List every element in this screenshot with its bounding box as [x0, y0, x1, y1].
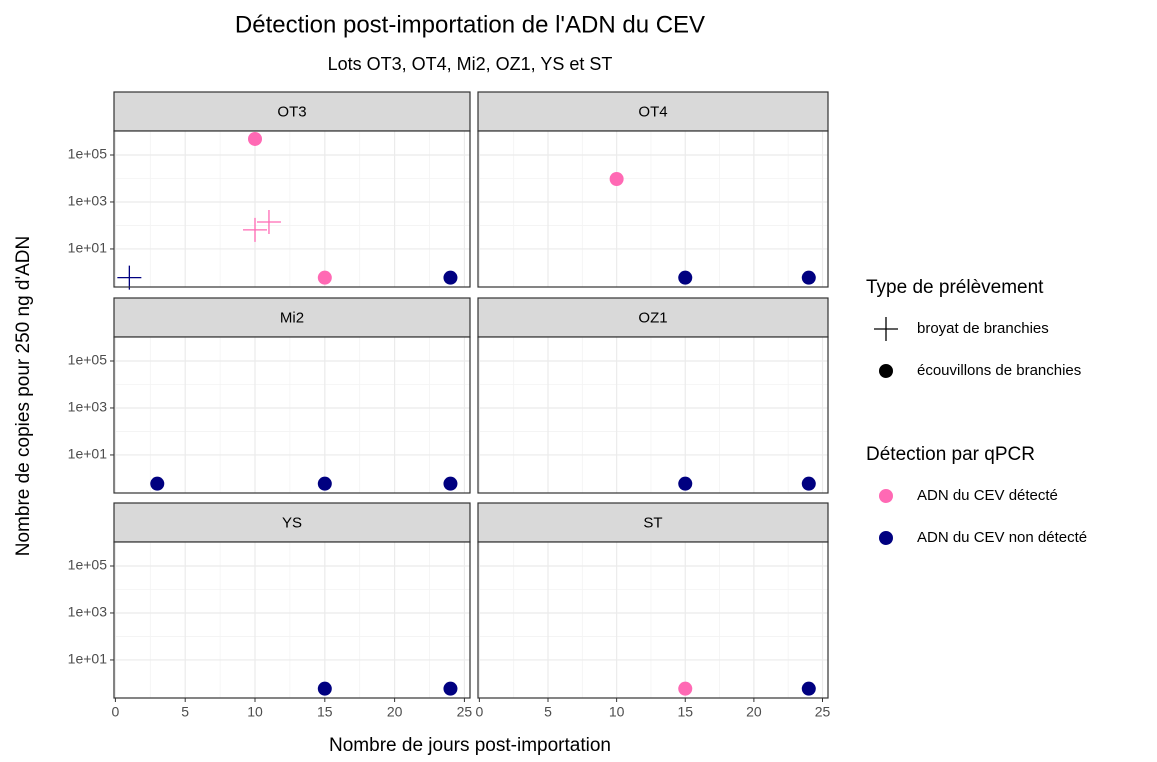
y-axis-title: Nombre de copies pour 250 ng d'ADN — [13, 236, 34, 556]
y-tick-label: 1e+05 — [68, 146, 108, 162]
x-tick-label: 25 — [457, 704, 473, 720]
point — [678, 681, 693, 696]
point — [443, 681, 458, 696]
panel-border — [477, 541, 829, 699]
legend-symbol — [874, 317, 898, 341]
x-tick-label: 5 — [181, 704, 189, 720]
point — [801, 476, 816, 491]
point — [678, 476, 693, 491]
strip — [477, 297, 829, 338]
legend-label: broyat de branchies — [917, 320, 1049, 337]
point — [243, 217, 268, 242]
legend-label: ADN du CEV non détecté — [917, 529, 1087, 546]
chart-title: Détection post-importation de l'ADN du C… — [235, 11, 705, 38]
panel-background — [478, 542, 828, 698]
panel-background — [114, 542, 470, 698]
point — [443, 270, 458, 285]
y-tick-label: 1e+03 — [68, 604, 108, 620]
legend-symbol — [879, 364, 893, 378]
y-tick-label: 1e+01 — [68, 446, 108, 462]
legend-title: Type de prélèvement — [866, 277, 1044, 298]
point — [317, 681, 332, 696]
strip-label: OT4 — [638, 103, 667, 120]
strip — [113, 91, 471, 132]
strip-label: OZ1 — [638, 309, 667, 326]
strip-label: ST — [643, 514, 662, 531]
point — [801, 681, 816, 696]
strip-label: Mi2 — [280, 309, 304, 326]
legend-symbol — [879, 489, 893, 503]
point — [443, 476, 458, 491]
panel-border — [477, 336, 829, 494]
strip-label: OT3 — [277, 103, 306, 120]
strip — [113, 502, 471, 543]
point — [609, 172, 624, 187]
legend-label: ADN du CEV détecté — [917, 487, 1058, 504]
panel-border — [113, 336, 471, 494]
point — [317, 270, 332, 285]
strip-label: YS — [282, 514, 302, 531]
y-tick-label: 1e+03 — [68, 399, 108, 415]
y-tick-label: 1e+01 — [68, 240, 108, 256]
point — [256, 210, 281, 235]
x-tick-label: 0 — [111, 704, 119, 720]
legend-symbol — [879, 531, 893, 545]
legend-label: écouvillons de branchies — [917, 362, 1081, 379]
point — [317, 476, 332, 491]
point — [150, 476, 165, 491]
x-tick-label: 25 — [815, 704, 831, 720]
panel-background — [114, 131, 470, 287]
x-tick-label: 20 — [387, 704, 403, 720]
panel-border — [477, 130, 829, 288]
x-tick-label: 15 — [317, 704, 333, 720]
x-tick-label: 5 — [544, 704, 552, 720]
panel-background — [478, 131, 828, 287]
panel-background — [114, 337, 470, 493]
panel-background — [478, 337, 828, 493]
y-tick-label: 1e+01 — [68, 651, 108, 667]
x-tick-label: 10 — [609, 704, 625, 720]
panel-border — [113, 541, 471, 699]
y-tick-label: 1e+05 — [68, 352, 108, 368]
x-axis-title: Nombre de jours post-importation — [329, 735, 611, 756]
panel-border — [113, 130, 471, 288]
x-tick-label: 15 — [677, 704, 693, 720]
point — [801, 270, 816, 285]
legend-title: Détection par qPCR — [866, 444, 1035, 465]
point — [117, 265, 142, 290]
y-tick-label: 1e+05 — [68, 557, 108, 573]
y-tick-label: 1e+03 — [68, 193, 108, 209]
x-tick-label: 20 — [746, 704, 762, 720]
strip — [113, 297, 471, 338]
x-tick-label: 10 — [247, 704, 263, 720]
chart-subtitle: Lots OT3, OT4, Mi2, OZ1, YS et ST — [328, 54, 613, 74]
point — [248, 131, 263, 146]
x-tick-label: 0 — [475, 704, 483, 720]
point — [678, 270, 693, 285]
